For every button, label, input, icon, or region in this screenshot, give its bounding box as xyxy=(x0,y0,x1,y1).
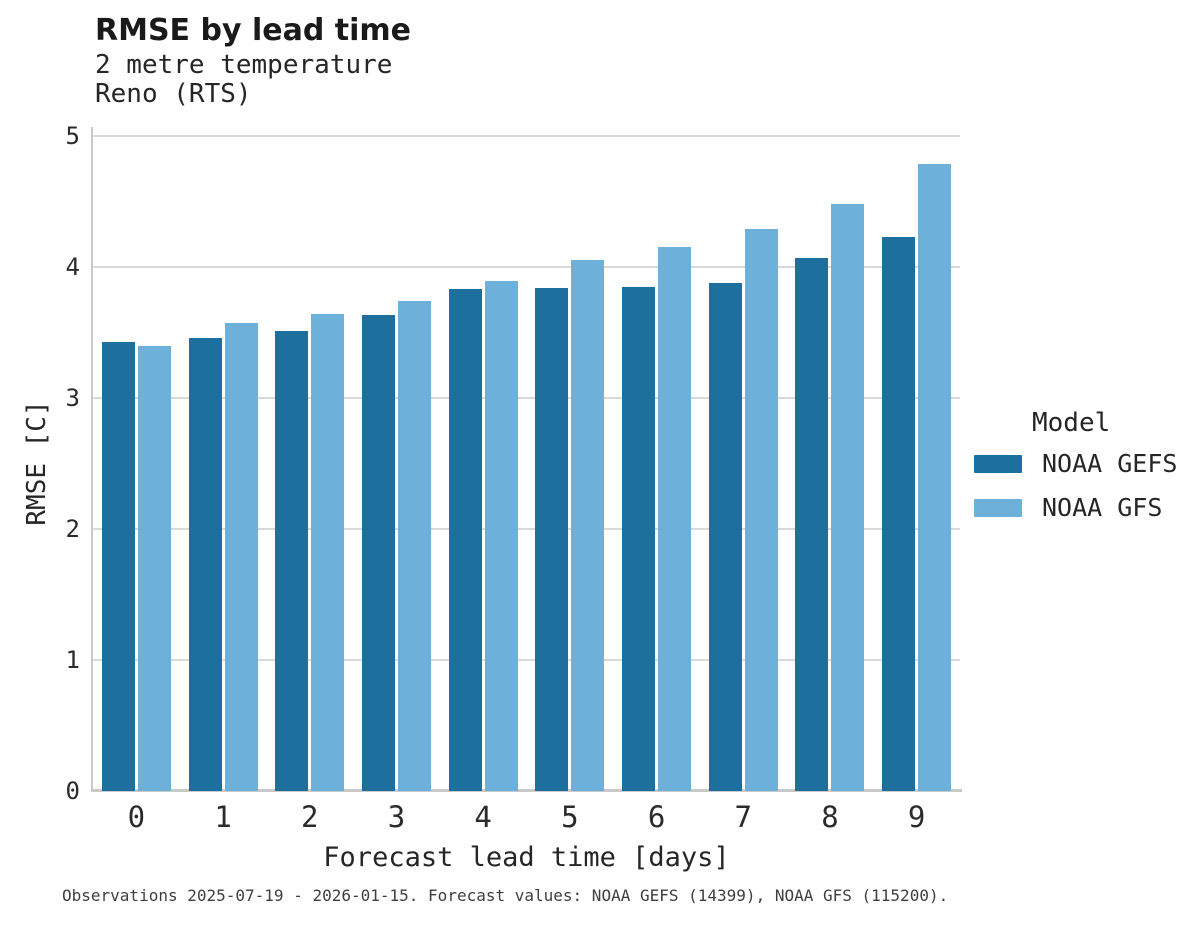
legend-item-noaa-gefs: NOAA GEFS xyxy=(974,450,1177,478)
bar-noaa-gefs-lead-7 xyxy=(708,283,742,791)
legend-label: NOAA GFS xyxy=(1042,493,1163,522)
y-tick-5: 5 xyxy=(65,122,80,150)
bar-noaa-gefs-lead-3 xyxy=(361,315,395,791)
bar-noaa-gfs-lead-5 xyxy=(571,260,605,791)
x-axis-tick-labels: 0 1 2 3 4 5 6 7 8 9 xyxy=(93,801,960,837)
chart-subtitle-variable: 2 metre temperature xyxy=(95,50,393,80)
legend-label: NOAA GEFS xyxy=(1042,449,1178,478)
bar-noaa-gfs-lead-9 xyxy=(918,164,952,791)
y-axis-title: RMSE [C] xyxy=(22,400,52,526)
y-tick-4: 4 xyxy=(65,253,80,281)
gridline-y-5 xyxy=(93,135,960,137)
bar-noaa-gefs-lead-4 xyxy=(448,289,482,791)
legend-swatch-noaa-gfs xyxy=(974,499,1022,517)
bar-noaa-gefs-lead-1 xyxy=(188,338,222,791)
x-axis-title: Forecast lead time [days] xyxy=(323,842,730,873)
bar-noaa-gfs-lead-7 xyxy=(744,229,778,791)
plot-area xyxy=(93,135,960,791)
y-axis-line xyxy=(91,127,93,792)
x-tick-5: 5 xyxy=(561,800,579,834)
y-tick-2: 2 xyxy=(65,515,80,543)
gridline-y-4 xyxy=(93,266,960,268)
bar-noaa-gfs-lead-8 xyxy=(831,204,865,791)
y-tick-3: 3 xyxy=(65,384,80,412)
bar-noaa-gefs-lead-2 xyxy=(275,331,309,791)
bar-noaa-gfs-lead-0 xyxy=(137,346,171,791)
bar-noaa-gefs-lead-0 xyxy=(101,342,135,791)
bar-noaa-gfs-lead-4 xyxy=(484,281,518,791)
bar-noaa-gefs-lead-5 xyxy=(535,288,569,791)
footnote: Observations 2025-07-19 - 2026-01-15. Fo… xyxy=(62,886,949,905)
gridline-y-2 xyxy=(93,528,960,530)
x-tick-0: 0 xyxy=(127,800,146,834)
chart-subtitle-location: Reno (RTS) xyxy=(95,79,252,109)
y-tick-1: 1 xyxy=(65,646,80,674)
bar-noaa-gfs-lead-3 xyxy=(397,301,431,791)
gridline-y-1 xyxy=(93,659,960,661)
legend-swatch-noaa-gefs xyxy=(974,455,1022,473)
x-tick-3: 3 xyxy=(387,800,406,834)
x-tick-1: 1 xyxy=(214,800,232,834)
bar-noaa-gefs-lead-9 xyxy=(882,237,916,791)
x-tick-6: 6 xyxy=(647,800,666,834)
x-tick-2: 2 xyxy=(301,800,319,834)
bar-noaa-gfs-lead-1 xyxy=(224,323,258,791)
x-tick-7: 7 xyxy=(734,800,752,834)
y-tick-0: 0 xyxy=(65,777,80,805)
x-tick-9: 9 xyxy=(907,800,926,834)
x-tick-4: 4 xyxy=(474,800,492,834)
bar-noaa-gefs-lead-8 xyxy=(795,258,829,791)
y-axis-tick-labels: 0 1 2 3 4 5 xyxy=(28,122,80,805)
x-axis-line xyxy=(93,789,962,792)
gridline-y-3 xyxy=(93,397,960,399)
bar-noaa-gefs-lead-6 xyxy=(622,287,656,791)
legend: NOAA GEFS NOAA GFS xyxy=(974,450,1177,538)
x-tick-8: 8 xyxy=(821,800,839,834)
chart-title: RMSE by lead time xyxy=(95,13,411,48)
bar-noaa-gfs-lead-2 xyxy=(311,314,345,791)
legend-item-noaa-gfs: NOAA GFS xyxy=(974,494,1177,522)
bar-noaa-gfs-lead-6 xyxy=(658,247,692,791)
legend-title: Model xyxy=(1032,408,1111,438)
